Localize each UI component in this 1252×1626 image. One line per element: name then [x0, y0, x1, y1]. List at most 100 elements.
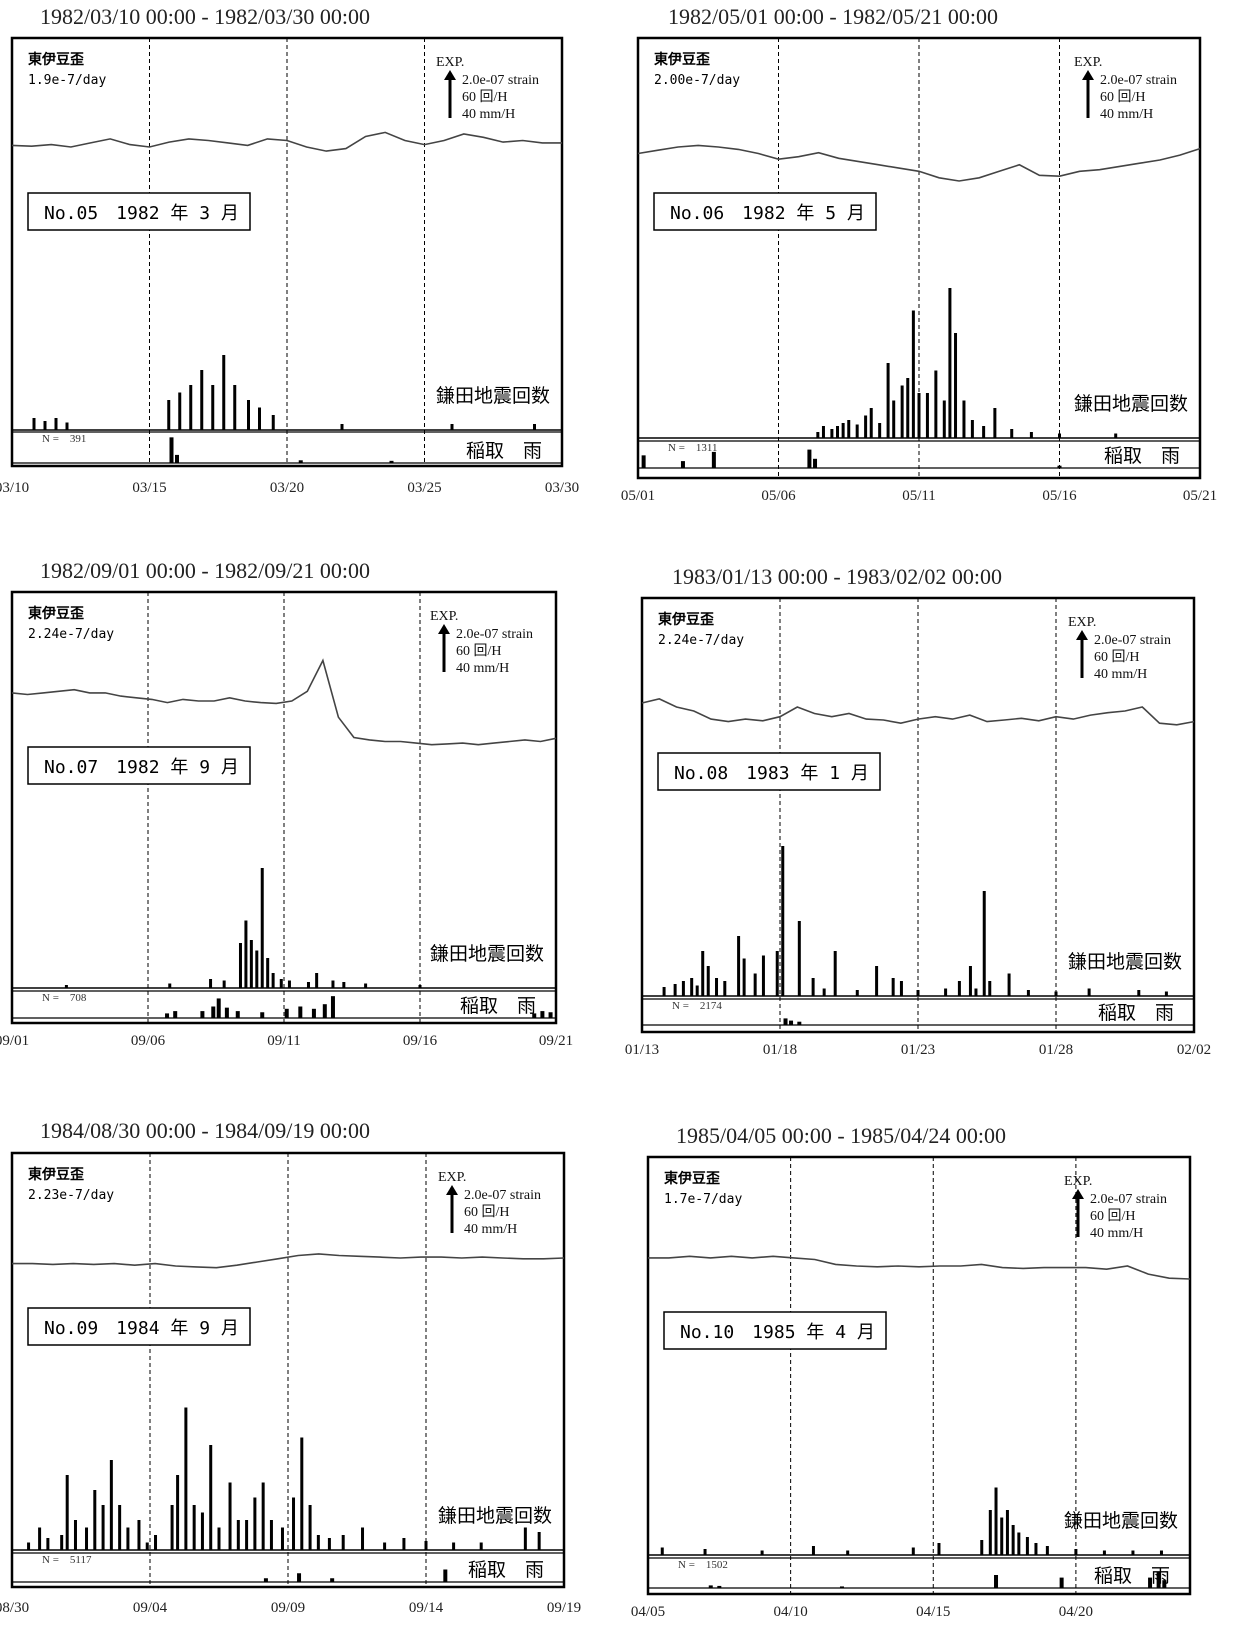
quake-bar [402, 1538, 406, 1550]
quake-bar [200, 370, 204, 430]
quake-bar [723, 981, 727, 996]
quake-count-label: 鎌田地震回数 [438, 1505, 552, 1527]
quake-bar [287, 980, 291, 988]
x-tick-label: 01/13 [625, 1042, 659, 1058]
quake-bar [209, 1445, 213, 1550]
quake-bar [479, 1542, 483, 1550]
quake-bar [217, 1527, 221, 1550]
quake-bar [101, 1505, 105, 1550]
quake-bar [781, 846, 785, 996]
quake-bar [1000, 1517, 1004, 1555]
quake-bar [970, 420, 974, 438]
x-tick-label: 04/10 [774, 1604, 808, 1620]
x-tick-label: 09/11 [267, 1033, 301, 1049]
quake-bar [701, 951, 705, 996]
quake-bar [841, 423, 845, 438]
quake-bar [1045, 1546, 1049, 1555]
quake-bar [937, 1543, 941, 1555]
rate-label: 2.24e-7/day [658, 633, 744, 648]
quake-bar [315, 973, 319, 988]
quake-bar [533, 424, 536, 430]
quake-bar [85, 1527, 89, 1550]
rain-bar [389, 460, 394, 463]
quake-bar [1025, 1537, 1029, 1555]
quake-bar [822, 988, 826, 996]
quake-bar [192, 1505, 196, 1550]
rain-bar [216, 998, 221, 1018]
x-tick-label: 01/28 [1039, 1042, 1073, 1058]
scale-exp: EXP. [436, 55, 464, 70]
quake-bar [988, 981, 992, 996]
quake-bar [342, 982, 346, 988]
chart-panel-2 [636, 36, 1202, 480]
quake-count-label: 鎌田地震回数 [1064, 1510, 1178, 1532]
quake-bar [742, 958, 746, 996]
rain-bar [797, 1021, 802, 1025]
n-count-label: N = 391 [42, 433, 86, 445]
quake-bar [753, 973, 757, 996]
rate-label: 1.9e-7/day [28, 73, 106, 88]
quake-bar [537, 1532, 541, 1550]
quake-bar [32, 418, 36, 430]
chart-panel-1 [10, 36, 564, 468]
scale-strain: 2.0e-07 strain [464, 1188, 541, 1203]
rain-bar [540, 1011, 545, 1018]
quake-bar [523, 1527, 527, 1550]
x-tick-label: 09/21 [539, 1033, 573, 1049]
strain-line [641, 698, 1195, 726]
n-count-label: N = 708 [42, 992, 87, 1004]
chart-panel-6 [646, 1155, 1192, 1596]
rain-label: 稲取 雨 [466, 440, 542, 462]
scale-rain: 40 mm/H [1090, 1226, 1143, 1241]
scale-count: 60 回/H [1100, 89, 1146, 105]
quake-bar [258, 407, 261, 430]
x-tick-label: 05/01 [621, 488, 655, 504]
rain-bar [169, 437, 174, 463]
series-label: 東伊豆歪 [28, 1166, 84, 1183]
quake-bar [962, 400, 966, 438]
quake-bar [269, 1520, 273, 1550]
quake-bar [662, 987, 666, 996]
quake-bar [797, 921, 801, 996]
scale-exp: EXP. [438, 1170, 466, 1185]
quake-bar [673, 984, 677, 996]
quake-bar [1102, 1550, 1106, 1555]
period-label-box [657, 752, 881, 791]
rain-bar [263, 1578, 268, 1582]
period-label: No.05 1982 年 3 月 [44, 203, 239, 224]
scale-exp: EXP. [1074, 55, 1102, 70]
quake-bar [906, 378, 910, 438]
quake-bar [948, 288, 952, 438]
rain-bar [284, 1008, 289, 1018]
quake-bar [1137, 990, 1141, 996]
quake-bar [280, 1527, 284, 1550]
scale-rain: 40 mm/H [1094, 667, 1147, 682]
x-tick-label: 03/10 [0, 480, 29, 496]
rain-bar [322, 1004, 327, 1018]
quake-bar [126, 1527, 130, 1550]
quake-bar [266, 958, 270, 988]
rain-bar [532, 1013, 537, 1018]
quake-bar [1114, 433, 1118, 438]
period-label: No.08 1983 年 1 月 [674, 763, 869, 784]
strain-line [12, 1253, 565, 1269]
quake-bar [1131, 1550, 1135, 1555]
quake-bar [109, 1460, 113, 1550]
rain-bar [330, 996, 335, 1018]
quake-bar [222, 355, 226, 430]
x-tick-label: 04/05 [631, 1604, 665, 1620]
quake-bar [176, 1475, 180, 1550]
rain-bar [175, 454, 179, 463]
rain-bar [807, 449, 812, 468]
strain-line [637, 144, 1201, 182]
rate-label: 2.24e-7/day [28, 627, 114, 642]
quake-bar [308, 1505, 312, 1550]
quake-bar [200, 1512, 204, 1550]
quake-bar [1058, 433, 1061, 438]
series-label: 東伊豆歪 [658, 611, 714, 628]
quake-bar [974, 988, 978, 996]
rain-bar [1059, 1577, 1064, 1588]
quake-count-label: 鎌田地震回数 [1074, 393, 1188, 415]
quake-bar [1026, 990, 1030, 996]
quake-bar [65, 1475, 69, 1550]
